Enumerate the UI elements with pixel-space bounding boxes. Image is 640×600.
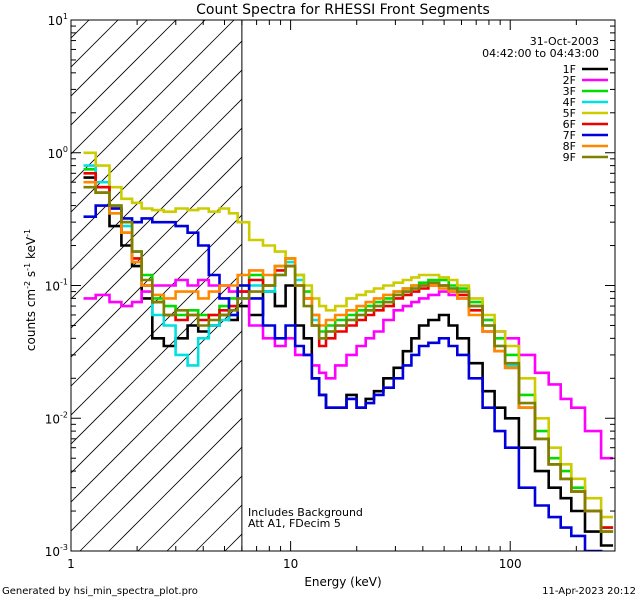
- legend-label: 3F: [563, 85, 576, 98]
- y-axis-label-exp: -1: [23, 229, 32, 237]
- hatch-line: [71, 156, 242, 329]
- hatch-line: [71, 20, 90, 39]
- series-line-5F: [83, 151, 614, 519]
- hatched-region: [71, 0, 640, 551]
- hatch-line: [71, 127, 242, 300]
- legend-label: 2F: [563, 74, 576, 87]
- observation-date: 31-Oct-2003: [530, 35, 599, 48]
- axes: 1 10 100 10-3 10-2 10-1 100 101: [45, 12, 616, 571]
- y-tick-label: 10-1: [45, 278, 68, 294]
- hatch-line: [137, 446, 242, 551]
- hatch-line: [71, 20, 148, 97]
- y-tick-label: 10-3: [45, 543, 68, 559]
- annotation-attenuator: Att A1, FDecim 5: [248, 517, 341, 530]
- legend-label: 4F: [563, 96, 576, 109]
- hatch-line: [71, 20, 177, 126]
- hatch-line: [79, 388, 242, 551]
- series-line-6F: [83, 172, 614, 529]
- hatch-line: [71, 330, 242, 503]
- x-tick-label: 1: [67, 557, 75, 571]
- legend-label: 9F: [563, 151, 576, 164]
- footer-generator: Generated by hsi_min_spectra_plot.pro: [2, 586, 198, 597]
- series-layer: [83, 151, 614, 551]
- legend-label: 5F: [563, 107, 576, 120]
- hatch-line: [108, 417, 242, 551]
- hatch-line: [254, 0, 640, 551]
- svg-text:counts cm-2 s-1 keV-1: counts cm-2 s-1 keV-1: [23, 229, 38, 351]
- series-line-9F: [83, 185, 614, 533]
- x-axis-label: Energy (keV): [304, 575, 381, 589]
- footer-timestamp: 11-Apr-2023 20:12: [542, 586, 636, 597]
- y-axis-label-part: s: [24, 271, 38, 281]
- observation-time-range: 04:42:00 to 04:43:00: [482, 47, 599, 60]
- x-tick-label: 10: [283, 557, 298, 571]
- series-line-4F: [83, 164, 614, 533]
- series-line-1F: [83, 176, 614, 547]
- hatch-line: [71, 20, 235, 184]
- y-axis-label-exp: -1: [23, 263, 32, 271]
- y-tick-label: 101: [48, 12, 68, 28]
- annotation-background: Includes Background: [248, 506, 363, 519]
- x-tick-label: 100: [499, 557, 522, 571]
- legend-label: 1F: [563, 63, 576, 76]
- hatch-line: [71, 301, 242, 474]
- hatch-line: [71, 214, 242, 387]
- legend-label: 6F: [563, 118, 576, 131]
- series-line-8F: [83, 180, 614, 533]
- y-axis-label-exp: -2: [23, 281, 32, 289]
- hatch-line: [71, 243, 242, 416]
- hatch-line: [71, 359, 242, 532]
- y-axis-label: counts cm-2 s-1 keV-1: [23, 229, 38, 351]
- hatch-line: [71, 20, 119, 68]
- y-tick-label: 10-2: [45, 410, 68, 426]
- series-line-7F: [83, 204, 603, 551]
- y-tick-label: 100: [48, 145, 68, 161]
- hatch-line: [71, 20, 206, 155]
- hatch-line: [71, 40, 242, 213]
- chart-title: Count Spectra for RHESSI Front Segments: [196, 2, 490, 18]
- legend-label: 8F: [563, 140, 576, 153]
- y-axis-label-part: counts cm: [24, 289, 38, 351]
- legend-label: 7F: [563, 129, 576, 142]
- hatch-line: [71, 69, 242, 242]
- y-axis-label-part: keV: [24, 236, 38, 263]
- hatch-line: [71, 185, 242, 358]
